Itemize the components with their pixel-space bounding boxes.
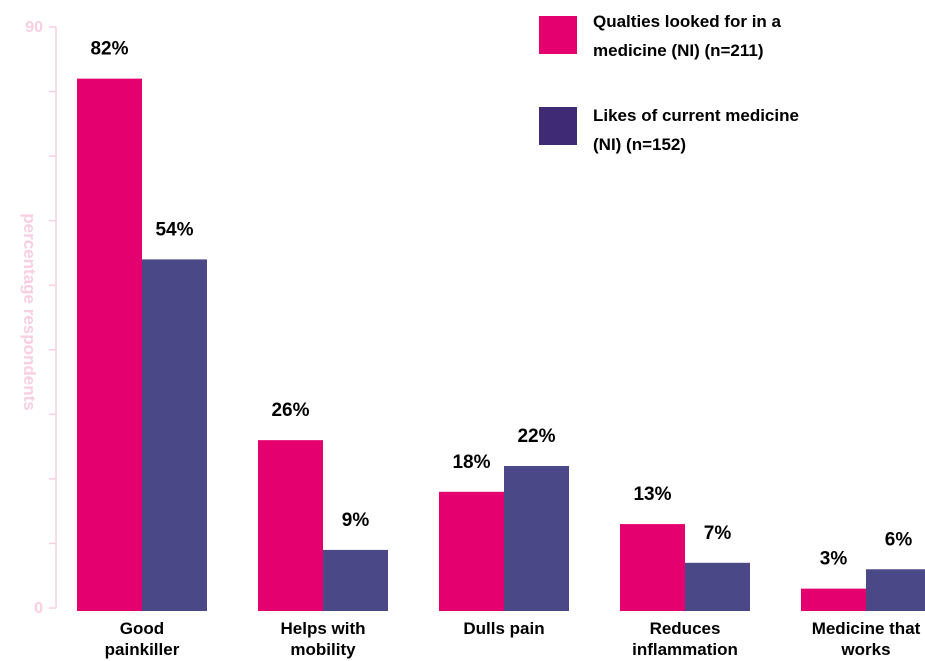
data-label: 22%: [517, 426, 555, 447]
bar: [685, 562, 750, 611]
bar: [323, 549, 388, 611]
category-label: Reduces: [650, 619, 721, 638]
data-label: 9%: [342, 510, 370, 531]
legend: Qualties looked for in a medicine (NI) (n…: [539, 12, 799, 154]
category-label: Good: [120, 619, 164, 638]
category-labels: Good painkiller Helps with mobility Dulls pa…: [105, 619, 921, 659]
legend-swatch: [539, 16, 577, 54]
bar: [142, 259, 207, 611]
category-label: painkiller: [105, 640, 180, 659]
data-labels: 82% 26% 18% 13% 3% 54% 9% 22% 7% 6%: [90, 39, 912, 570]
bar: [866, 569, 925, 611]
legend-label: medicine (NI) (n=211): [593, 41, 764, 60]
legend-label: (NI) (n=152): [593, 135, 686, 154]
y-tick-label: 90: [25, 19, 43, 36]
bar: [77, 78, 142, 611]
data-label: 6%: [885, 529, 913, 550]
bar: [620, 524, 685, 611]
bar: [504, 465, 569, 611]
category-label: Medicine that: [812, 619, 921, 638]
data-label: 3%: [820, 549, 848, 570]
category-label: Dulls pain: [463, 619, 544, 638]
data-label: 54%: [155, 219, 193, 240]
bar: [258, 440, 323, 611]
data-label: 26%: [271, 400, 309, 421]
data-label: 18%: [452, 452, 490, 473]
bars: [77, 78, 925, 611]
category-label: inflammation: [632, 640, 738, 659]
y-axis: 0 90 percentage respondents: [20, 19, 57, 617]
category-label: works: [840, 640, 890, 659]
data-label: 13%: [633, 484, 671, 505]
legend-label: Likes of current medicine: [593, 106, 799, 125]
data-label: 82%: [90, 39, 128, 60]
category-label: mobility: [290, 640, 356, 659]
y-axis-title: percentage respondents: [20, 213, 39, 410]
bar: [439, 491, 504, 611]
data-label: 7%: [704, 523, 732, 544]
legend-swatch: [539, 107, 577, 145]
bar: [801, 588, 866, 611]
y-tick-label: 0: [34, 600, 43, 617]
legend-label: Qualties looked for in a: [593, 12, 782, 31]
category-label: Helps with: [280, 619, 365, 638]
